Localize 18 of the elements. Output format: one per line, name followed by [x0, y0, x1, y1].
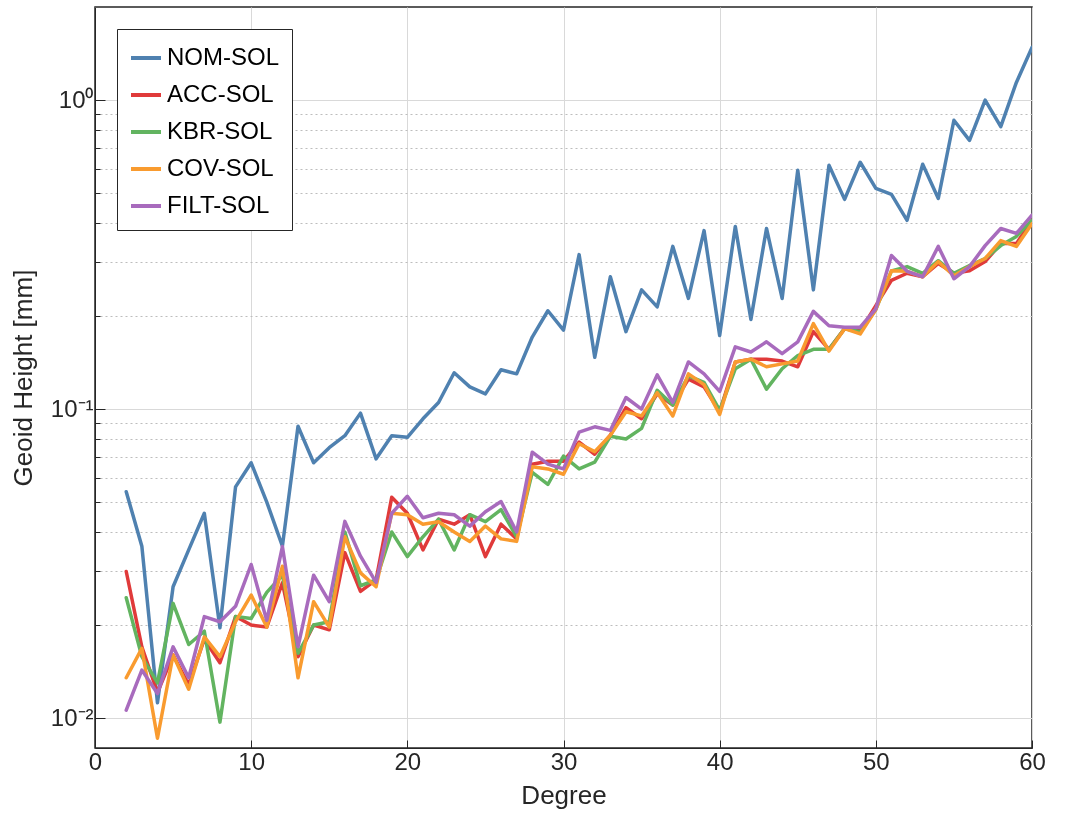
legend-label: KBR-SOL [167, 117, 273, 144]
legend-label: FILT-SOL [167, 191, 270, 218]
x-tick-label: 50 [862, 747, 890, 775]
x-axis-title: Degree [521, 779, 607, 810]
x-tick-label: 40 [706, 747, 734, 775]
y-tick-label: 10⁰ [58, 85, 94, 113]
x-tick-label: 60 [1019, 747, 1046, 775]
line-series [124, 45, 1032, 705]
x-tick-label: 30 [550, 747, 578, 775]
y-tick-label: 10⁻¹ [50, 394, 94, 422]
x-tick-label: 0 [88, 747, 103, 775]
y-tick-label: 10⁻² [50, 703, 94, 731]
x-tick-label: 10 [238, 747, 266, 775]
x-tick-label: 20 [394, 747, 422, 775]
legend-label: COV-SOL [167, 154, 274, 181]
legend-label: NOM-SOL [167, 43, 280, 70]
y-axis-title: Geoid Height [mm] [7, 269, 38, 487]
legend-label: ACC-SOL [167, 80, 274, 107]
